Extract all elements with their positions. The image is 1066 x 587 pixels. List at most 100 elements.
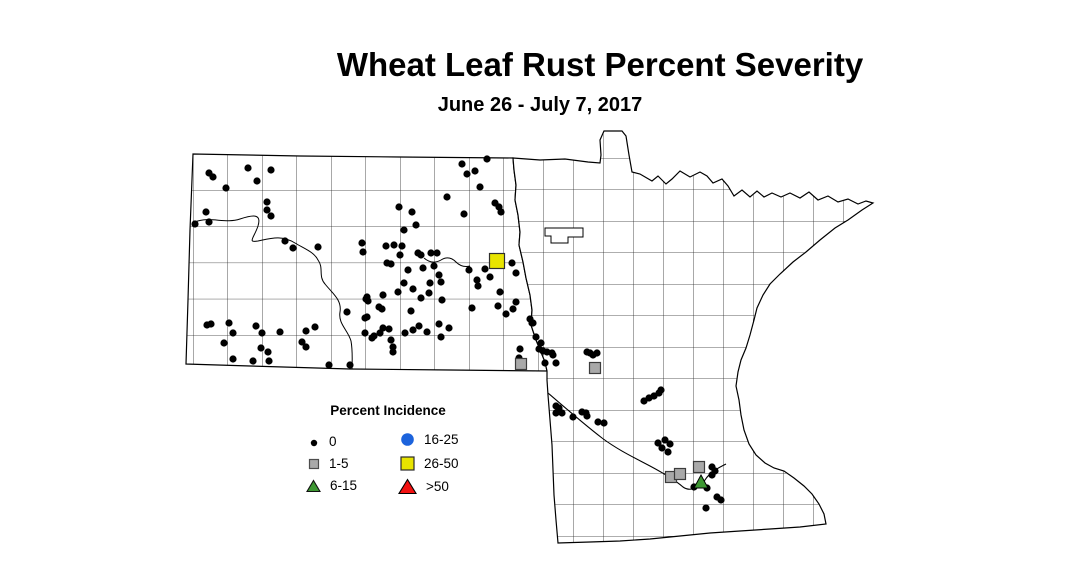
map-point-0	[401, 329, 409, 337]
map-point-1-5	[673, 467, 687, 481]
legend-item-label: 0	[329, 434, 337, 449]
map-point-0	[370, 332, 378, 340]
map-point-0	[528, 319, 536, 327]
square-marker-icon	[308, 458, 320, 469]
map-point-0	[205, 218, 213, 226]
map-point-0	[583, 412, 591, 420]
map-point-0	[252, 322, 260, 330]
map-point-0	[229, 355, 237, 363]
map-point-0	[415, 322, 423, 330]
map-point-0	[512, 298, 520, 306]
missouri-river-line	[194, 215, 353, 371]
legend-title: Percent Incidence	[330, 403, 446, 418]
map-point-0	[209, 173, 217, 181]
map-point-0	[394, 288, 402, 296]
map-point-1-5	[588, 361, 602, 375]
map-point-0	[408, 208, 416, 216]
map-point-0	[473, 276, 481, 284]
map-point-0	[494, 302, 502, 310]
map-point-0	[437, 333, 445, 341]
legend-item-26-50: 26-50	[400, 456, 459, 471]
legend-item-label: 26-50	[424, 455, 459, 471]
map-point-0	[537, 339, 545, 347]
map-point-0	[600, 419, 608, 427]
map-point-0	[476, 183, 484, 191]
map-point-0	[400, 226, 408, 234]
map-point-0	[298, 338, 306, 346]
map-point-0	[481, 265, 489, 273]
page-title: Wheat Leaf Rust Percent Severity	[336, 46, 864, 83]
map-point-0	[276, 328, 284, 336]
map-point-0	[207, 320, 215, 328]
map-point-0	[474, 282, 482, 290]
map-point-0	[389, 348, 397, 356]
map-point-0	[508, 259, 516, 267]
map-point-0	[222, 184, 230, 192]
map-point-0	[657, 386, 665, 394]
map-point-0	[395, 203, 403, 211]
map-point-0	[496, 288, 504, 296]
map-point-0	[458, 160, 466, 168]
map-point-0	[425, 289, 433, 297]
map-point-0	[471, 167, 479, 175]
map-point-0	[468, 304, 476, 312]
map-point-0	[419, 264, 427, 272]
map-point-0	[191, 220, 199, 228]
map-point-0	[708, 471, 716, 479]
map-point-0	[314, 243, 322, 251]
map-point-0	[412, 221, 420, 229]
map-point-0	[433, 249, 441, 257]
map-point-0	[423, 328, 431, 336]
map-point-0	[460, 210, 468, 218]
map-point-0	[497, 208, 505, 216]
map-point-0	[390, 241, 398, 249]
circle-marker-icon	[401, 433, 414, 446]
map-point-0	[435, 320, 443, 328]
map-point-0	[376, 329, 384, 337]
map-point-0	[263, 206, 271, 214]
map-point-0	[438, 296, 446, 304]
legend-item-label: >50	[426, 478, 449, 494]
map-point-6-15	[693, 473, 709, 489]
map-point-0	[661, 436, 669, 444]
map-point-0	[404, 266, 412, 274]
map-point-0	[443, 193, 451, 201]
map-point-0	[253, 177, 261, 185]
map-point-0	[281, 237, 289, 245]
map-point-0	[398, 242, 406, 250]
triangle-marker-icon	[306, 479, 321, 493]
map-point-0	[385, 325, 393, 333]
map-point-0	[400, 279, 408, 287]
map-point-0	[202, 208, 210, 216]
map-point-0	[220, 339, 228, 347]
legend-item-1-5: 1-5	[308, 457, 349, 471]
legend-item-label: 6-15	[330, 478, 358, 494]
map-point-0	[465, 266, 473, 274]
legend-item-16-25: 16-25	[400, 432, 459, 447]
map-point-0	[516, 345, 524, 353]
legend-item-label: 1-5	[329, 456, 349, 471]
map-point-0	[346, 361, 354, 369]
map-point-0	[387, 336, 395, 344]
map-point-0	[265, 357, 273, 365]
triangle-large-marker-icon	[398, 478, 417, 495]
page-subtitle: June 26 - July 7, 2017	[437, 94, 643, 116]
map-point-0	[430, 262, 438, 270]
map-point-0	[409, 326, 417, 334]
map-point-0	[666, 440, 674, 448]
map-point-0	[267, 212, 275, 220]
legend-item-label: 16-25	[424, 431, 459, 447]
map-point-0	[257, 344, 265, 352]
map-point-0	[325, 361, 333, 369]
map-point-0	[445, 324, 453, 332]
devils-lake-line	[423, 257, 471, 267]
dot-marker-icon	[310, 439, 318, 446]
map-point-26-50	[488, 252, 506, 270]
map-point-0	[558, 409, 566, 417]
map-point-0	[267, 166, 275, 174]
map-point-0	[379, 291, 387, 299]
map-point-0	[387, 260, 395, 268]
map-point-0	[426, 279, 434, 287]
map-point-0	[361, 329, 369, 337]
